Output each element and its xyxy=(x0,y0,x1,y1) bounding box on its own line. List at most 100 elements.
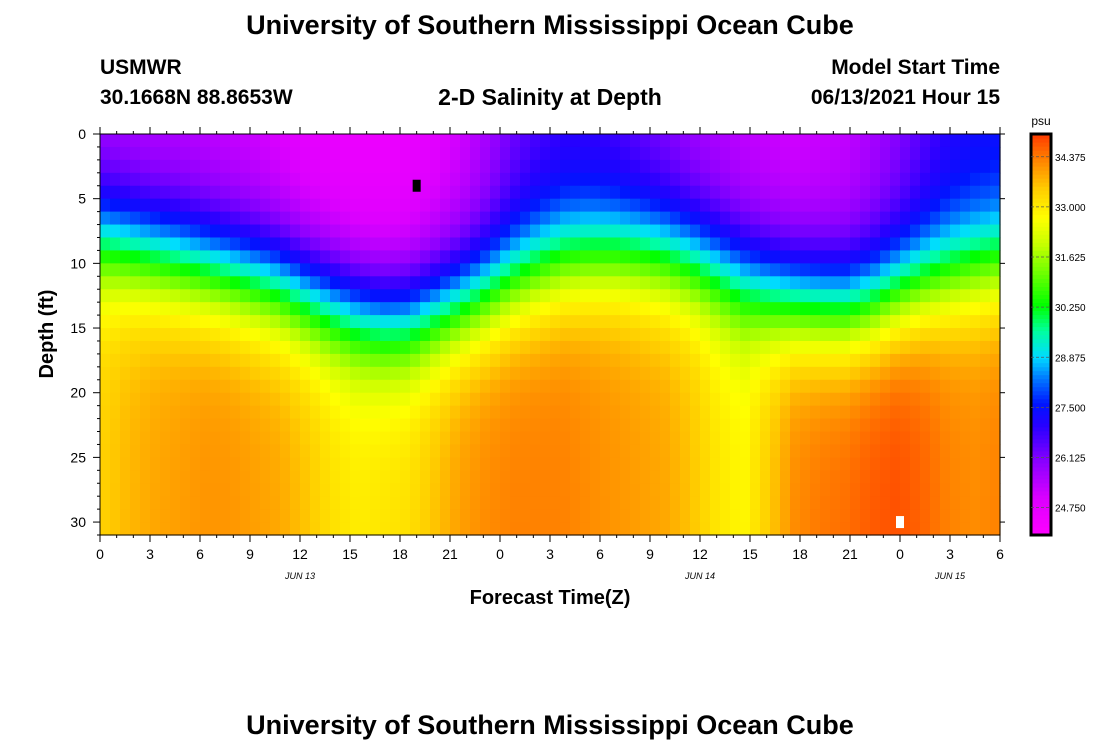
heatmap-cell xyxy=(760,250,771,264)
heatmap-cell xyxy=(430,237,441,252)
heatmap-cell xyxy=(960,237,971,252)
heatmap-cell xyxy=(880,366,891,381)
date-label: JUN 15 xyxy=(934,571,966,581)
heatmap-cell xyxy=(790,431,801,446)
heatmap-cell xyxy=(420,405,431,420)
heatmap-cell xyxy=(930,315,941,329)
heatmap-cell xyxy=(970,392,981,407)
heatmap-cell xyxy=(870,444,881,458)
heatmap-cell xyxy=(210,457,221,471)
heatmap-cell xyxy=(190,392,201,407)
colorbar-band xyxy=(1031,246,1051,251)
colorbar-band xyxy=(1031,210,1051,215)
heatmap-cell xyxy=(450,172,461,187)
heatmap-cell xyxy=(890,263,901,277)
heatmap-cell xyxy=(150,211,161,226)
heatmap-cell xyxy=(120,418,131,433)
heatmap-cell xyxy=(380,134,391,148)
heatmap-cell xyxy=(500,211,511,226)
heatmap-cell xyxy=(980,172,991,187)
colorbar-band xyxy=(1031,222,1051,227)
heatmap-cell xyxy=(500,444,511,458)
heatmap-cell xyxy=(650,366,661,381)
heatmap-cell xyxy=(130,328,141,342)
heatmap-cell xyxy=(290,366,301,381)
heatmap-cell xyxy=(480,366,491,381)
heatmap-cell xyxy=(100,211,111,226)
heatmap-cell xyxy=(180,211,191,226)
heatmap-cell xyxy=(770,457,781,471)
heatmap-cell xyxy=(810,483,821,497)
heatmap-cell xyxy=(700,405,711,420)
colorbar-band xyxy=(1031,514,1051,520)
heatmap-cell xyxy=(220,328,231,342)
heatmap-cell xyxy=(300,366,311,381)
heatmap-cell xyxy=(790,509,801,523)
heatmap-cell xyxy=(170,237,181,252)
heatmap-cell xyxy=(760,366,771,381)
heatmap-cell xyxy=(420,237,431,252)
heatmap-cell xyxy=(580,405,591,420)
heatmap-cell xyxy=(510,444,521,458)
heatmap-cell xyxy=(230,418,241,433)
heatmap-cell xyxy=(860,405,871,420)
heatmap-cell xyxy=(730,185,741,200)
heatmap-cell xyxy=(910,224,921,239)
heatmap-cell xyxy=(670,328,681,342)
heatmap-cell xyxy=(320,289,331,303)
heatmap-cell xyxy=(360,211,371,226)
heatmap-cell xyxy=(480,418,491,433)
heatmap-cell xyxy=(720,237,731,252)
heatmap-cell xyxy=(660,522,671,536)
heatmap-cell xyxy=(600,509,611,523)
heatmap-cell xyxy=(740,444,751,458)
heatmap-cell xyxy=(970,172,981,187)
heatmap-cell xyxy=(850,146,861,161)
heatmap-cell xyxy=(420,509,431,523)
heatmap-cell xyxy=(660,146,671,161)
heatmap-cell xyxy=(100,431,111,446)
heatmap-cell xyxy=(850,522,861,536)
heatmap-cell xyxy=(340,366,351,381)
heatmap-cell xyxy=(390,328,401,342)
heatmap-cell xyxy=(650,405,661,420)
heatmap-cell xyxy=(700,340,711,355)
heatmap-cell xyxy=(990,496,1001,510)
heatmap-cell xyxy=(630,444,641,458)
heatmap-cell xyxy=(600,470,611,484)
heatmap-cell xyxy=(800,418,811,433)
heatmap-cell xyxy=(170,431,181,446)
heatmap-cell xyxy=(930,237,941,252)
heatmap-cell xyxy=(810,237,821,252)
heatmap-cell xyxy=(880,302,891,316)
heatmap-cell xyxy=(790,405,801,420)
heatmap-cell xyxy=(530,315,541,329)
heatmap-cell xyxy=(830,405,841,420)
heatmap-cell xyxy=(790,379,801,394)
heatmap-cell xyxy=(860,366,871,381)
heatmap-cell xyxy=(320,146,331,161)
heatmap-cell xyxy=(210,198,221,213)
heatmap-cell xyxy=(200,418,211,433)
heatmap-cell xyxy=(220,224,231,239)
heatmap-cell xyxy=(770,289,781,303)
heatmap-cell xyxy=(140,185,151,200)
heatmap-cell xyxy=(670,418,681,433)
heatmap-cell xyxy=(470,185,481,200)
heatmap-cell xyxy=(390,146,401,161)
heatmap-cell xyxy=(580,379,591,394)
heatmap-cell xyxy=(530,470,541,484)
heatmap-cell xyxy=(350,328,361,342)
heatmap-cell xyxy=(250,263,261,277)
heatmap-cell xyxy=(620,237,631,252)
heatmap-cell xyxy=(470,366,481,381)
heatmap-cell xyxy=(360,483,371,497)
heatmap-cell xyxy=(930,431,941,446)
heatmap-cell xyxy=(310,237,321,252)
heatmap-cell xyxy=(250,315,261,329)
heatmap-cell xyxy=(190,353,201,368)
heatmap-cell xyxy=(670,134,681,148)
heatmap-cell xyxy=(420,522,431,536)
heatmap-cell xyxy=(520,418,531,433)
heatmap-cell xyxy=(970,211,981,226)
